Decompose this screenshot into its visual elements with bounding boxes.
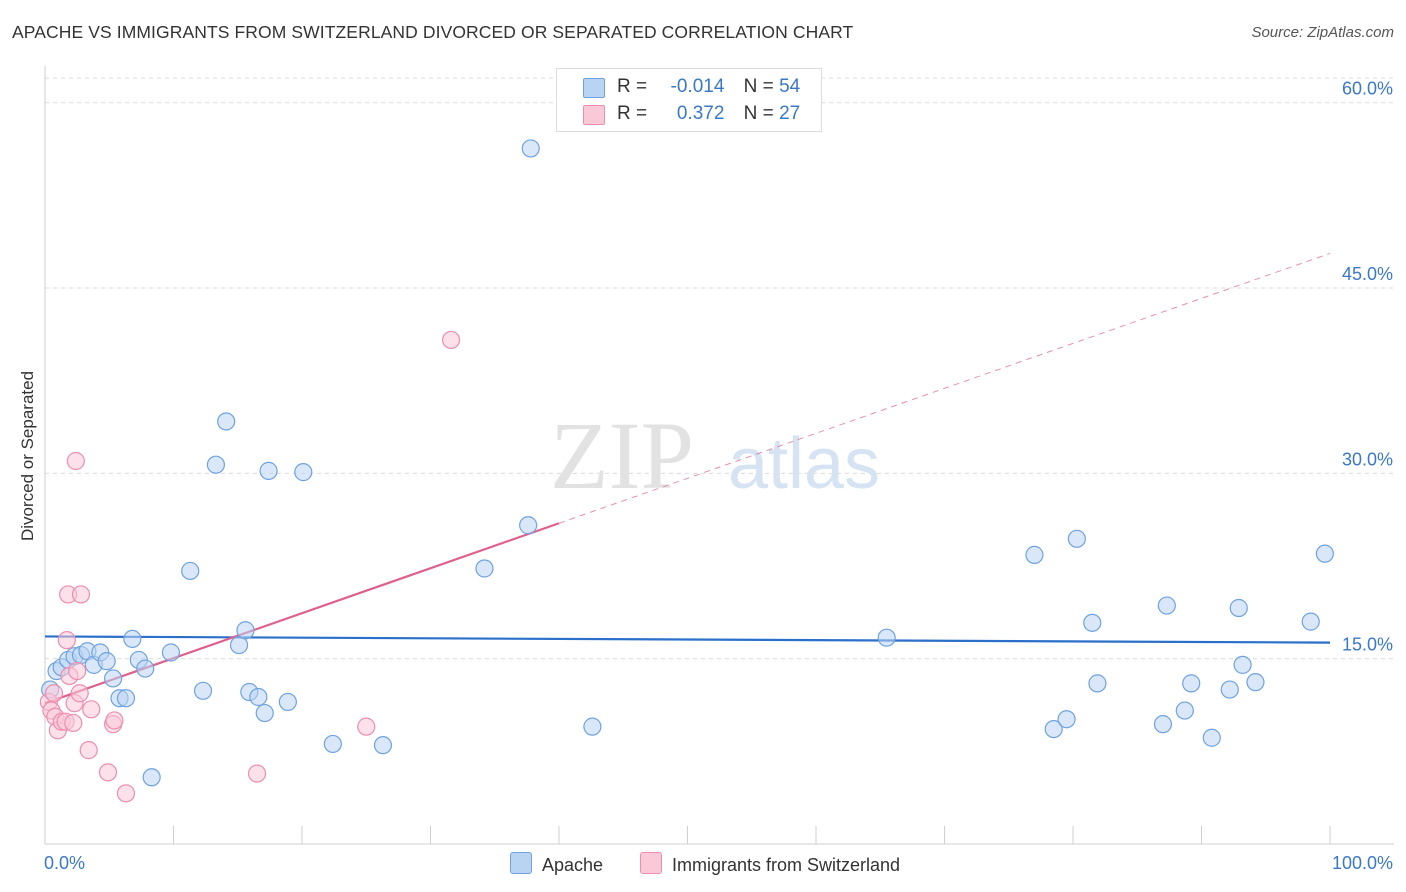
point-apache: [217, 412, 236, 431]
legend-swatch-apache: [583, 78, 605, 98]
point-apache: [1315, 544, 1334, 563]
point-apache: [1202, 728, 1221, 747]
legend-n-value: 27: [779, 103, 801, 124]
point-swiss: [98, 763, 118, 782]
point-apache: [278, 692, 297, 712]
axes: 15.0% 30.0% 45.0% 60.0% 0.0% 100.0%: [44, 66, 1394, 873]
legend-r-value: -0.014: [670, 76, 725, 97]
point-apache: [1301, 612, 1320, 631]
bottom-legend-swatch-swiss: [640, 852, 662, 874]
point-apache: [116, 689, 136, 708]
bottom-legend-swiss: Immigrants from Switzerland: [640, 852, 900, 876]
trend-lines: [44, 252, 1331, 705]
watermark-zip: ZIP: [550, 402, 694, 509]
point-apache: [521, 139, 540, 158]
point-swiss: [247, 764, 267, 783]
point-apache: [1220, 680, 1239, 699]
point-apache: [161, 643, 181, 662]
point-apache: [259, 461, 278, 480]
point-apache: [1157, 596, 1176, 615]
bottom-legend-label-apache: Apache: [542, 855, 604, 875]
point-swiss: [68, 661, 87, 681]
legend-n-value: 54: [779, 76, 801, 97]
point-apache: [136, 659, 155, 678]
point-swiss: [79, 741, 98, 760]
point-swiss: [71, 585, 91, 604]
point-apache: [1229, 598, 1248, 618]
trend-line-swiss-extension: [558, 252, 1331, 524]
point-swiss: [116, 784, 136, 803]
point-swiss: [82, 700, 101, 719]
bottom-legend-apache: Apache: [510, 852, 603, 876]
point-apache: [193, 681, 213, 700]
point-swiss: [57, 631, 76, 650]
point-swiss: [70, 684, 89, 703]
trend-line-swiss: [44, 522, 560, 705]
y-tick-label: 30.0%: [1342, 449, 1393, 469]
legend-r-value: 0.372: [676, 103, 725, 124]
point-apache: [123, 629, 142, 649]
y-tick-label: 45.0%: [1342, 264, 1393, 284]
point-apache: [97, 652, 116, 671]
y-tick-label: 60.0%: [1342, 79, 1393, 99]
point-swiss: [357, 717, 376, 736]
point-apache: [1153, 715, 1173, 734]
point-apache: [1083, 613, 1102, 632]
watermark-atlas: atlas: [728, 424, 880, 504]
y-tick-label: 15.0%: [1342, 635, 1393, 655]
point-apache: [323, 734, 342, 754]
legend-n-label: N =: [743, 76, 774, 97]
point-apache: [373, 736, 393, 755]
point-swiss: [66, 451, 85, 471]
point-swiss: [441, 330, 461, 350]
point-apache: [1182, 674, 1201, 693]
chart-title: APACHE VS IMMIGRANTS FROM SWITZERLAND DI…: [12, 22, 854, 42]
watermark: ZIP atlas: [550, 402, 880, 509]
point-apache: [255, 703, 274, 723]
data-points: [39, 139, 1334, 803]
bottom-legend-label-swiss: Immigrants from Switzerland: [672, 855, 901, 875]
point-apache: [519, 516, 538, 535]
point-apache: [1088, 674, 1107, 693]
point-apache: [142, 768, 161, 787]
correlation-legend: R = -0.014 N = 54 R = 0.372 N = 27: [556, 68, 822, 132]
point-apache: [1246, 673, 1265, 692]
point-apache: [294, 463, 313, 482]
point-apache: [583, 717, 602, 736]
point-apache: [181, 561, 200, 581]
point-apache: [236, 621, 255, 640]
x-tick-label: 0.0%: [44, 853, 85, 873]
point-apache: [206, 455, 226, 474]
point-swiss: [44, 684, 64, 703]
point-apache: [1233, 655, 1252, 674]
x-tick-label: 100.0%: [1332, 853, 1393, 873]
point-apache: [1175, 701, 1194, 720]
point-apache: [475, 559, 494, 578]
point-apache: [877, 628, 896, 647]
bottom-legend-swatch-apache: [510, 852, 532, 874]
point-apache: [249, 687, 268, 707]
point-apache: [1057, 710, 1076, 729]
trend-line-apache: [44, 635, 1331, 644]
point-apache: [1025, 545, 1044, 564]
point-swiss: [64, 713, 83, 733]
point-apache: [1067, 529, 1086, 548]
legend-swatch-swiss: [583, 105, 605, 125]
point-apache: [104, 669, 123, 688]
gridlines: [45, 77, 1394, 660]
legend-n-label: N =: [743, 103, 774, 124]
point-swiss: [105, 711, 124, 730]
legend-r-label: R =: [617, 76, 648, 97]
legend-r-label: R =: [617, 103, 648, 124]
point-apache: [1044, 719, 1063, 739]
source-label: Source: ZipAtlas.com: [1251, 24, 1394, 41]
